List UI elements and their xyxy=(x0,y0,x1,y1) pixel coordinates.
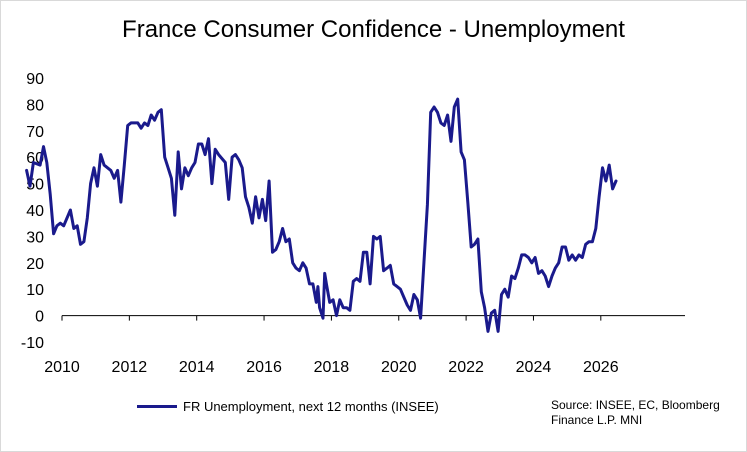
series-line xyxy=(25,97,618,333)
y-tick-label: 40 xyxy=(26,203,44,220)
y-tick-label: 0 xyxy=(35,309,44,326)
x-tick-label: 2010 xyxy=(44,359,80,376)
legend-label: FR Unemployment, next 12 months (INSEE) xyxy=(183,399,439,414)
y-tick-label: 20 xyxy=(26,256,44,273)
x-tick-label: 2024 xyxy=(516,359,552,376)
x-tick-label: 2022 xyxy=(448,359,484,376)
legend: FR Unemployment, next 12 months (INSEE) xyxy=(137,399,439,414)
y-tick-label: 70 xyxy=(26,124,44,141)
x-tick-label: 2020 xyxy=(381,359,417,376)
legend-swatch xyxy=(137,405,177,408)
x-tick-label: 2026 xyxy=(583,359,619,376)
x-tick-label: 2014 xyxy=(179,359,215,376)
y-tick-label: 80 xyxy=(26,97,44,114)
x-tick-label: 2016 xyxy=(246,359,282,376)
y-tick-label: -10 xyxy=(21,335,44,352)
chart-title: France Consumer Confidence - Unemploymen… xyxy=(122,16,625,43)
x-tick-label: 2018 xyxy=(314,359,350,376)
y-tick-label: 90 xyxy=(26,71,44,88)
y-tick-label: 30 xyxy=(26,229,44,246)
y-tick-label: 10 xyxy=(26,282,44,299)
source-note: Source: INSEE, EC, Bloomberg Finance L.P… xyxy=(551,398,720,427)
x-tick-label: 2012 xyxy=(112,359,148,376)
